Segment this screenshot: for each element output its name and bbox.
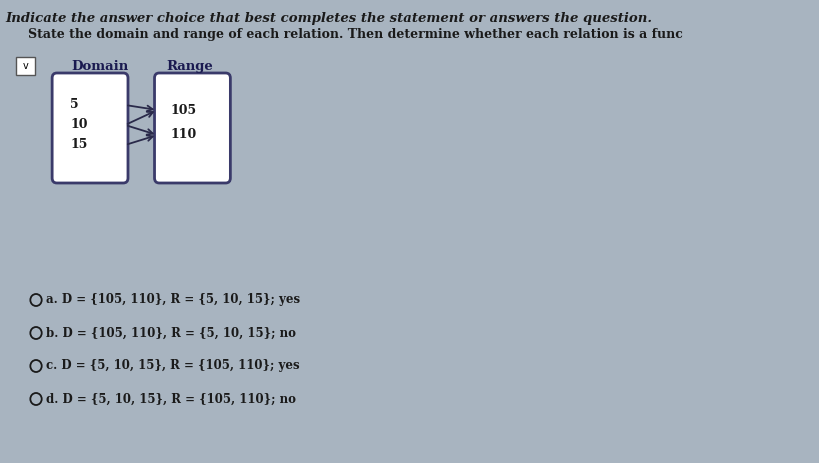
FancyBboxPatch shape [154,73,230,183]
Text: 105: 105 [170,104,197,117]
Text: d. D = {5, 10, 15}, R = {105, 110}; no: d. D = {5, 10, 15}, R = {105, 110}; no [47,393,296,406]
Text: a. D = {105, 110}, R = {5, 10, 15}; yes: a. D = {105, 110}, R = {5, 10, 15}; yes [47,294,301,307]
Text: 15: 15 [70,138,88,151]
Text: Domain: Domain [71,60,129,73]
FancyBboxPatch shape [52,73,128,183]
Text: 110: 110 [170,129,197,142]
Text: v: v [23,61,29,71]
Text: 5: 5 [70,99,79,112]
Text: State the domain and range of each relation. Then determine whether each relatio: State the domain and range of each relat… [29,28,682,41]
Text: Range: Range [165,60,212,73]
Text: Indicate the answer choice that best completes the statement or answers the ques: Indicate the answer choice that best com… [6,12,652,25]
Text: b. D = {105, 110}, R = {5, 10, 15}; no: b. D = {105, 110}, R = {5, 10, 15}; no [47,326,296,339]
FancyBboxPatch shape [16,57,35,75]
Text: c. D = {5, 10, 15}, R = {105, 110}; yes: c. D = {5, 10, 15}, R = {105, 110}; yes [47,359,300,373]
Text: 10: 10 [70,119,88,131]
